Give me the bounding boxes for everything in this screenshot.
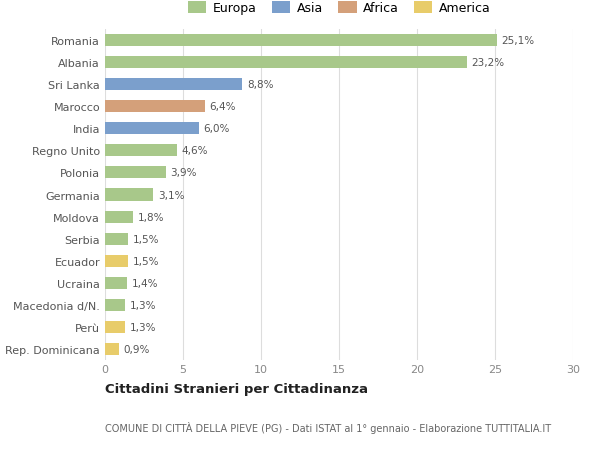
Text: 0,9%: 0,9% xyxy=(124,344,150,354)
Text: 1,5%: 1,5% xyxy=(133,256,160,266)
Legend: Europa, Asia, Africa, America: Europa, Asia, Africa, America xyxy=(182,0,496,20)
Bar xyxy=(105,233,128,245)
Bar xyxy=(105,211,133,223)
Bar xyxy=(105,79,242,91)
Bar xyxy=(105,255,128,267)
Text: 1,5%: 1,5% xyxy=(133,234,160,244)
Bar xyxy=(105,145,177,157)
Bar xyxy=(105,189,154,201)
Text: 6,4%: 6,4% xyxy=(209,102,236,112)
Bar xyxy=(105,101,205,113)
Text: COMUNE DI CITTÀ DELLA PIEVE (PG) - Dati ISTAT al 1° gennaio - Elaborazione TUTTI: COMUNE DI CITTÀ DELLA PIEVE (PG) - Dati … xyxy=(105,421,551,433)
Text: 3,1%: 3,1% xyxy=(158,190,185,200)
Text: 25,1%: 25,1% xyxy=(501,36,535,46)
Text: 1,3%: 1,3% xyxy=(130,300,157,310)
Text: 3,9%: 3,9% xyxy=(170,168,197,178)
Bar xyxy=(105,167,166,179)
Text: 6,0%: 6,0% xyxy=(203,124,230,134)
Bar xyxy=(105,123,199,135)
Bar xyxy=(105,299,125,311)
Text: 23,2%: 23,2% xyxy=(472,58,505,68)
Bar xyxy=(105,57,467,69)
Text: 1,3%: 1,3% xyxy=(130,322,157,332)
Text: 4,6%: 4,6% xyxy=(181,146,208,156)
Text: Cittadini Stranieri per Cittadinanza: Cittadini Stranieri per Cittadinanza xyxy=(105,382,368,396)
Bar xyxy=(105,277,127,289)
Bar xyxy=(105,343,119,355)
Bar xyxy=(105,35,497,47)
Bar xyxy=(105,321,125,333)
Text: 8,8%: 8,8% xyxy=(247,80,274,90)
Text: 1,8%: 1,8% xyxy=(138,212,164,222)
Text: 1,4%: 1,4% xyxy=(131,278,158,288)
